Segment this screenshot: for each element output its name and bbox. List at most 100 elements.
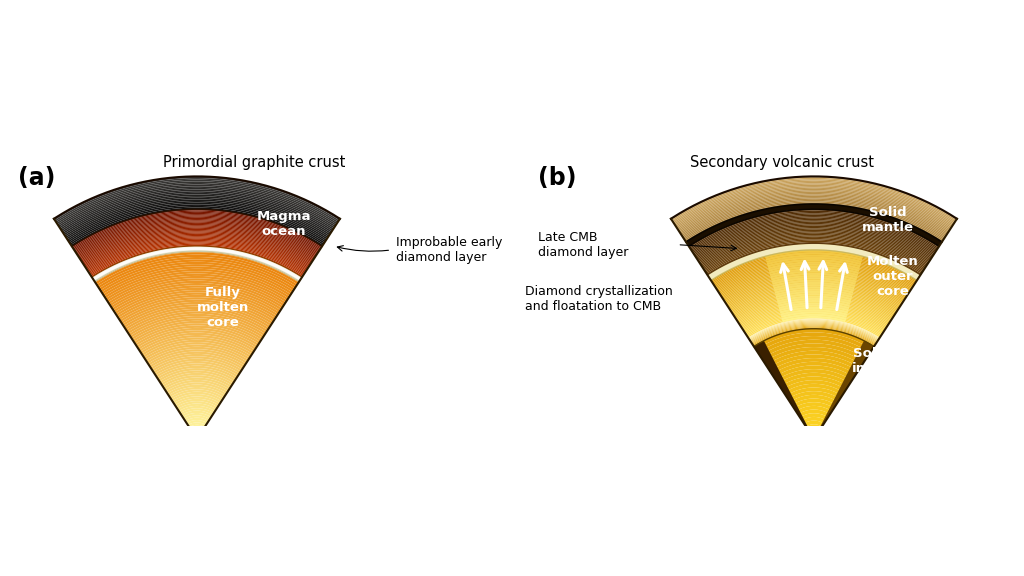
Polygon shape — [115, 288, 280, 314]
Polygon shape — [694, 219, 934, 255]
Polygon shape — [697, 224, 931, 260]
Polygon shape — [100, 262, 294, 292]
Polygon shape — [729, 284, 898, 310]
Polygon shape — [676, 185, 952, 227]
Polygon shape — [87, 237, 307, 271]
Polygon shape — [730, 286, 898, 312]
Polygon shape — [802, 417, 826, 423]
Polygon shape — [706, 239, 923, 272]
Polygon shape — [68, 201, 327, 241]
Polygon shape — [169, 387, 225, 397]
Polygon shape — [719, 264, 909, 293]
Text: Solid
inner
core: Solid inner core — [852, 347, 891, 389]
Polygon shape — [162, 375, 231, 388]
Polygon shape — [135, 325, 259, 346]
Polygon shape — [714, 255, 914, 286]
Polygon shape — [86, 235, 308, 269]
Polygon shape — [181, 411, 212, 417]
Polygon shape — [673, 180, 954, 223]
Polygon shape — [180, 408, 214, 415]
Polygon shape — [150, 351, 245, 367]
Polygon shape — [743, 310, 884, 332]
Polygon shape — [769, 266, 859, 274]
Polygon shape — [91, 245, 303, 277]
Polygon shape — [81, 225, 313, 261]
Polygon shape — [734, 292, 894, 317]
Text: Solid
mantle: Solid mantle — [861, 206, 913, 234]
Polygon shape — [768, 262, 860, 270]
Polygon shape — [141, 338, 252, 356]
Polygon shape — [82, 228, 312, 263]
Polygon shape — [683, 199, 945, 238]
Polygon shape — [75, 215, 318, 252]
Polygon shape — [727, 279, 901, 306]
Polygon shape — [772, 277, 856, 285]
Text: Secondary volcanic crust: Secondary volcanic crust — [690, 156, 874, 170]
Polygon shape — [752, 324, 877, 344]
Polygon shape — [739, 302, 889, 325]
Polygon shape — [69, 204, 325, 244]
Polygon shape — [737, 298, 891, 321]
Polygon shape — [744, 312, 884, 333]
Polygon shape — [778, 302, 849, 309]
Polygon shape — [72, 209, 323, 247]
Polygon shape — [111, 281, 284, 308]
Polygon shape — [700, 230, 928, 264]
Polygon shape — [804, 420, 824, 427]
Polygon shape — [713, 253, 915, 284]
Polygon shape — [700, 231, 927, 266]
Polygon shape — [175, 399, 219, 407]
Polygon shape — [781, 312, 847, 318]
Text: Molten
outer
core: Molten outer core — [867, 255, 919, 298]
Polygon shape — [106, 274, 287, 302]
Polygon shape — [766, 351, 862, 368]
Polygon shape — [160, 370, 234, 384]
Polygon shape — [697, 226, 930, 261]
Polygon shape — [775, 289, 853, 296]
Polygon shape — [742, 307, 886, 329]
Polygon shape — [699, 228, 929, 263]
Polygon shape — [787, 391, 840, 402]
Polygon shape — [780, 377, 848, 389]
Polygon shape — [55, 178, 339, 222]
Polygon shape — [83, 229, 311, 264]
Polygon shape — [166, 382, 227, 393]
Text: Diamond crystallization
and floatation to CMB: Diamond crystallization and floatation t… — [525, 285, 673, 313]
Polygon shape — [768, 354, 860, 371]
Polygon shape — [75, 214, 319, 252]
Polygon shape — [812, 435, 816, 439]
Polygon shape — [104, 269, 290, 298]
Polygon shape — [684, 200, 944, 240]
Polygon shape — [770, 268, 858, 276]
Polygon shape — [157, 366, 237, 380]
Polygon shape — [673, 179, 955, 222]
Polygon shape — [790, 395, 838, 405]
Polygon shape — [127, 312, 266, 334]
Polygon shape — [771, 272, 857, 281]
Polygon shape — [129, 314, 265, 336]
Polygon shape — [88, 238, 306, 272]
Polygon shape — [71, 207, 323, 247]
Polygon shape — [758, 336, 870, 356]
Polygon shape — [723, 272, 905, 300]
Polygon shape — [57, 183, 336, 226]
Polygon shape — [716, 259, 911, 290]
Polygon shape — [155, 361, 240, 376]
Polygon shape — [749, 318, 880, 339]
Polygon shape — [171, 392, 222, 401]
Polygon shape — [680, 193, 948, 234]
Polygon shape — [695, 222, 933, 257]
Polygon shape — [194, 432, 201, 435]
Polygon shape — [60, 188, 334, 230]
Polygon shape — [110, 278, 285, 306]
Polygon shape — [708, 244, 921, 281]
Polygon shape — [677, 187, 951, 229]
Polygon shape — [172, 394, 221, 403]
Polygon shape — [702, 235, 925, 269]
Polygon shape — [132, 321, 261, 342]
Polygon shape — [137, 330, 256, 350]
Polygon shape — [784, 384, 844, 396]
Polygon shape — [120, 297, 274, 322]
Polygon shape — [719, 265, 908, 294]
Polygon shape — [754, 328, 874, 347]
